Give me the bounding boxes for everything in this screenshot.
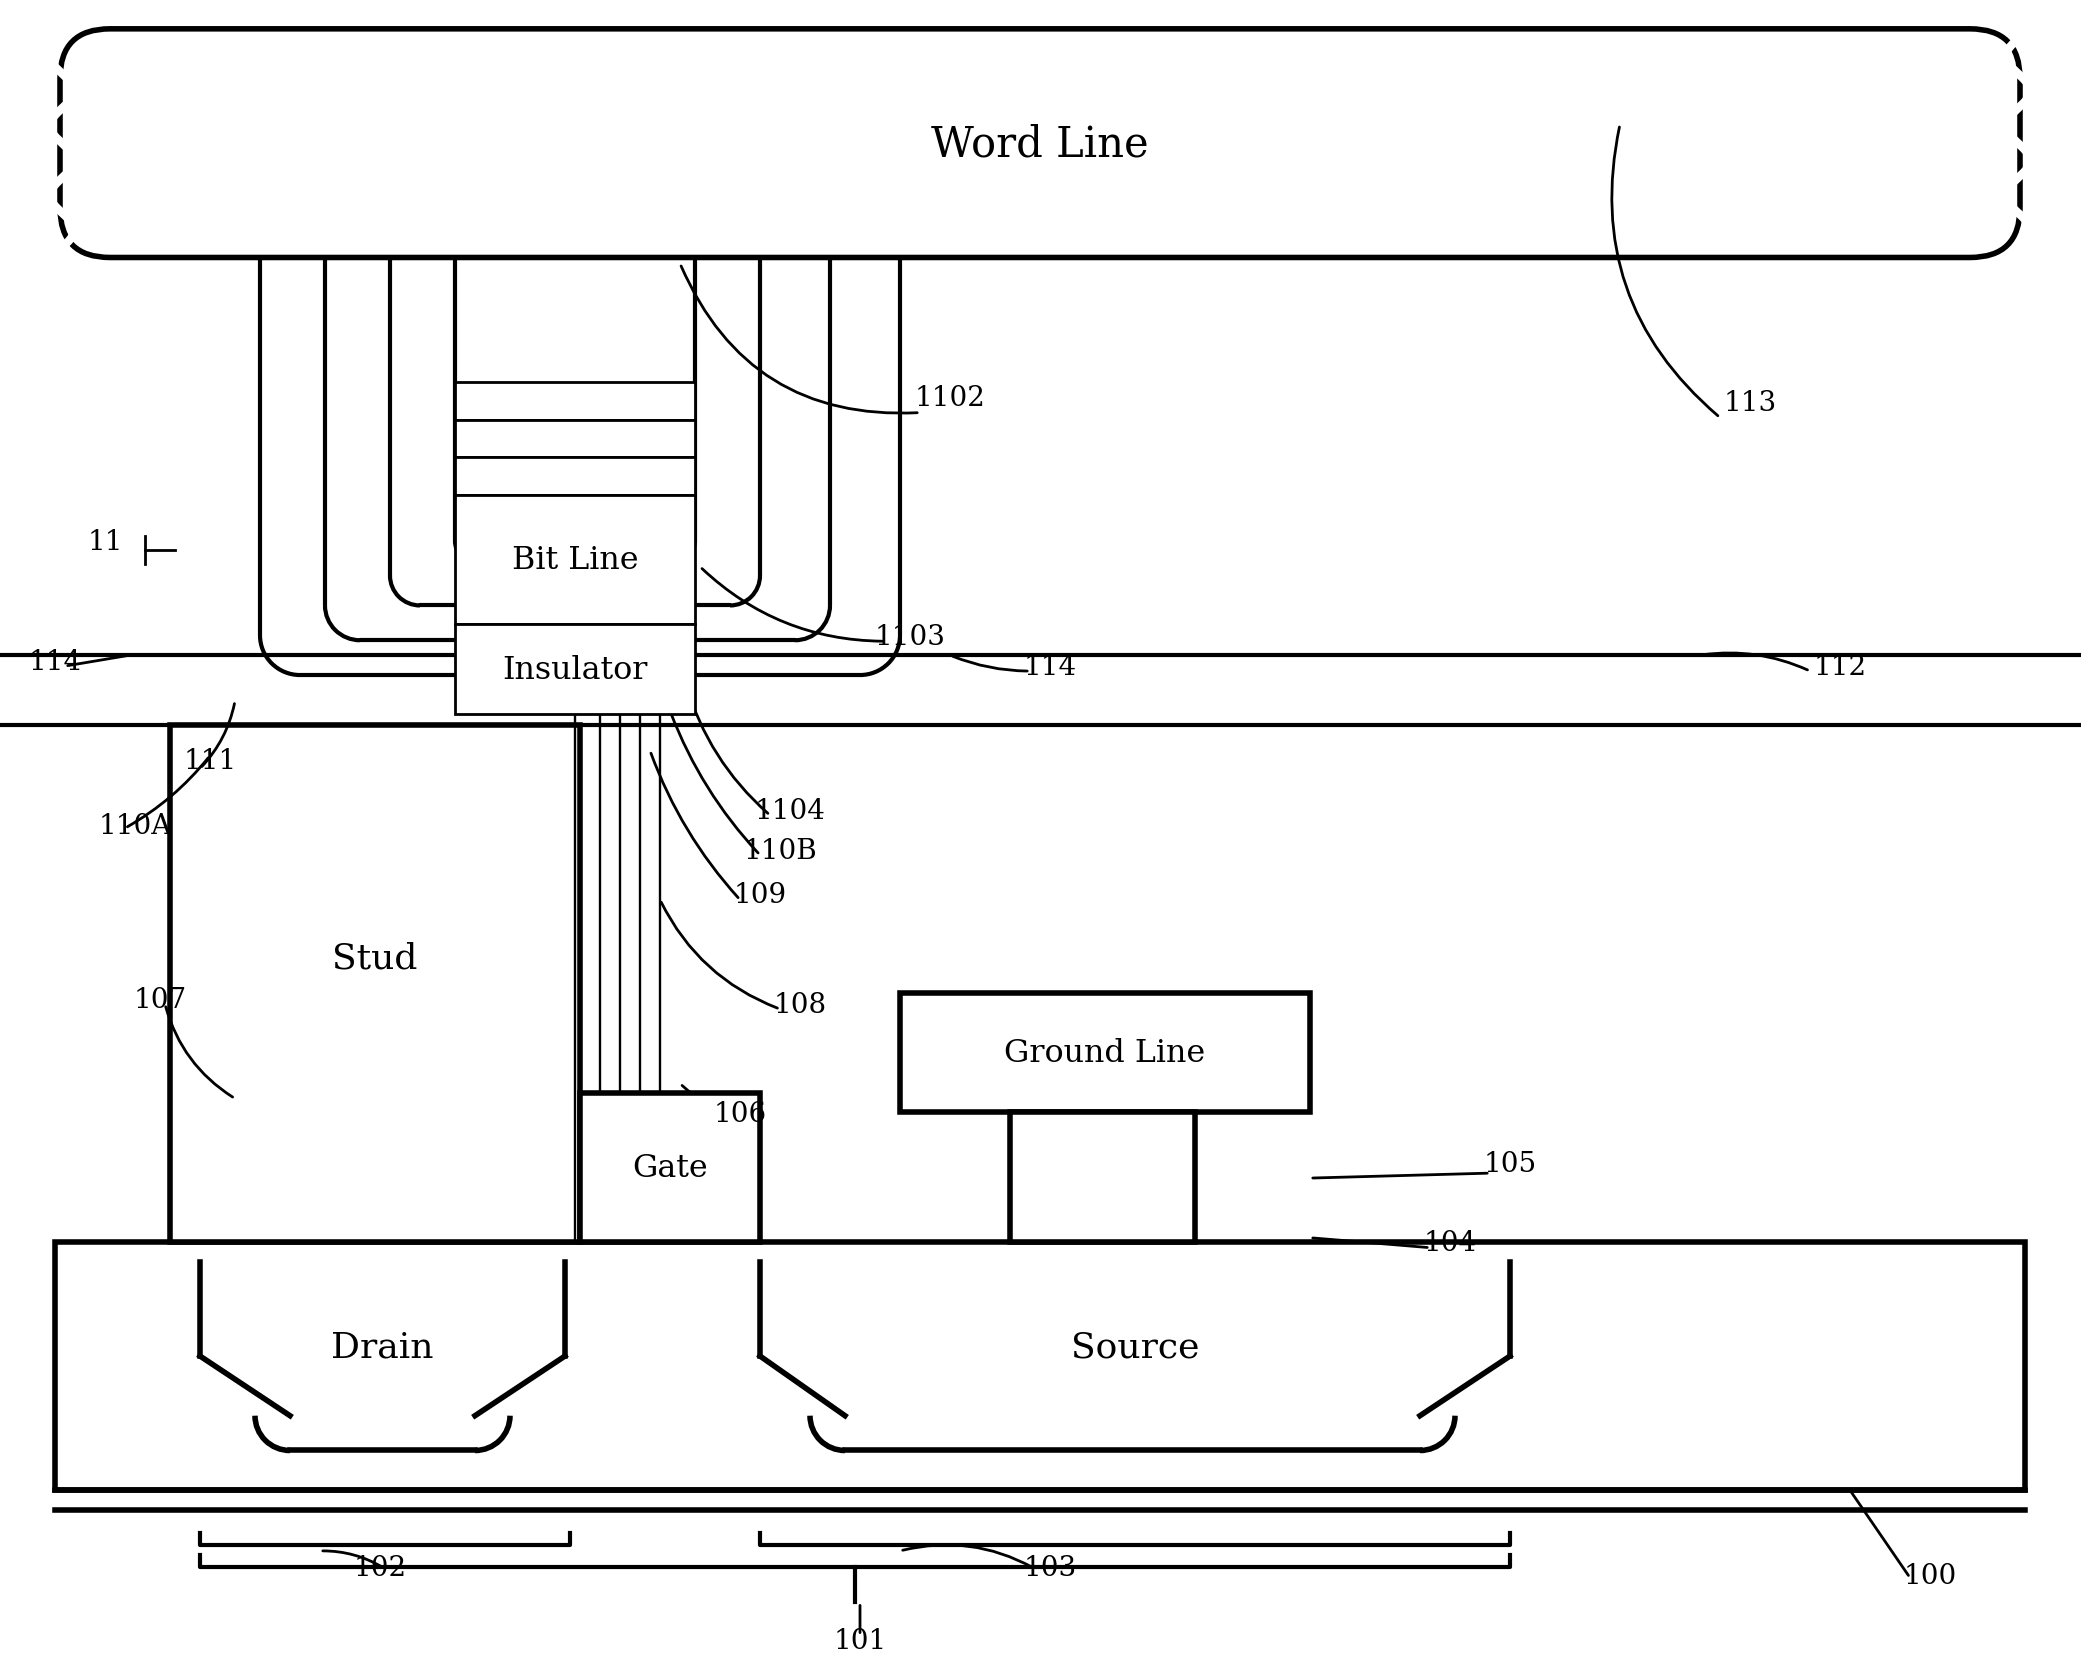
Bar bbox=[899, 993, 1311, 1112]
Text: 113: 113 bbox=[1723, 391, 1777, 417]
Text: 110A: 110A bbox=[98, 813, 173, 839]
Text: 103: 103 bbox=[1024, 1554, 1076, 1581]
Text: 111: 111 bbox=[183, 748, 237, 775]
Text: Insulator: Insulator bbox=[502, 654, 647, 685]
Text: 1103: 1103 bbox=[874, 624, 945, 650]
Bar bbox=[581, 1092, 760, 1241]
Text: 1102: 1102 bbox=[914, 386, 986, 412]
Bar bbox=[456, 458, 695, 496]
Text: Bit Line: Bit Line bbox=[512, 544, 639, 576]
Text: 112: 112 bbox=[1813, 654, 1867, 680]
Text: 105: 105 bbox=[1484, 1150, 1536, 1177]
Text: 1104: 1104 bbox=[755, 798, 826, 824]
Text: 101: 101 bbox=[832, 1627, 887, 1653]
Text: Stud: Stud bbox=[333, 940, 418, 975]
Text: 102: 102 bbox=[354, 1554, 406, 1581]
Text: 100: 100 bbox=[1904, 1562, 1956, 1589]
Text: Gate: Gate bbox=[633, 1152, 708, 1183]
Text: 109: 109 bbox=[733, 882, 787, 909]
Text: 106: 106 bbox=[714, 1101, 766, 1127]
Text: 104: 104 bbox=[1423, 1230, 1478, 1256]
Bar bbox=[54, 1241, 2025, 1491]
Bar bbox=[171, 725, 581, 1241]
Text: 107: 107 bbox=[133, 986, 187, 1013]
Text: 108: 108 bbox=[774, 991, 826, 1018]
Bar bbox=[1009, 1112, 1194, 1241]
Text: Drain: Drain bbox=[331, 1329, 433, 1364]
Bar bbox=[456, 496, 695, 626]
Text: 114: 114 bbox=[29, 649, 81, 675]
Bar bbox=[456, 382, 695, 420]
Bar bbox=[456, 420, 695, 458]
Text: Source: Source bbox=[1072, 1329, 1199, 1364]
Text: Ground Line: Ground Line bbox=[1005, 1038, 1205, 1069]
FancyBboxPatch shape bbox=[60, 30, 2021, 258]
Text: 114: 114 bbox=[1024, 654, 1076, 680]
Text: 110B: 110B bbox=[743, 837, 818, 864]
Text: Word Line: Word Line bbox=[930, 122, 1149, 166]
Bar bbox=[456, 626, 695, 715]
Text: 11: 11 bbox=[87, 530, 123, 556]
